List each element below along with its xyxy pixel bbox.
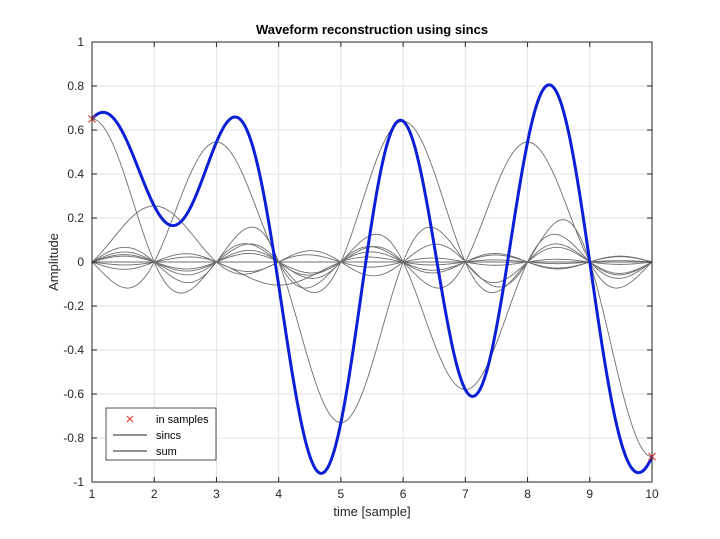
y-tick-label: 1 [77,35,84,49]
x-tick-label: 3 [213,487,220,501]
x-tick-label: 4 [275,487,282,501]
legend-marker-in-samples [126,415,134,423]
x-tick-label: 7 [462,487,469,501]
y-tick-label: 0.2 [67,211,84,225]
chart-title: Waveform reconstruction using sincs [256,22,488,37]
x-tick-label: 2 [151,487,158,501]
legend-label-sum: sum [156,446,177,458]
x-tick-label: 5 [338,487,345,501]
sinc-curve [91,226,653,424]
legend: in samples sincs sum [105,407,217,461]
x-tick-labels: 1 2 3 4 5 6 7 8 9 10 [89,487,659,501]
sinc-curve [91,141,653,289]
legend-label-sincs: sincs [156,430,182,442]
y-tick-label: -0.6 [63,387,84,401]
sinc-curve [91,233,653,391]
x-axis-label: time [sample] [333,504,410,519]
sinc-curve [91,118,653,294]
y-axis-label: Amplitude [46,233,61,291]
sinc-curve [91,256,653,286]
y-tick-label: 0 [77,255,84,269]
sinc-curves [91,118,653,458]
sinc-curve [91,205,653,275]
x-tick-label: 8 [524,487,531,501]
x-tick-label: 9 [586,487,593,501]
sum-curve [90,83,654,475]
x-tick-label: 10 [645,487,659,501]
y-tick-label: -0.4 [63,343,84,357]
y-tick-label: 0.4 [67,167,84,181]
axis-ticks [91,41,653,483]
y-tick-label: 0.8 [67,79,84,93]
x-tick-label: 6 [400,487,407,501]
y-tick-label: -0.2 [63,299,84,313]
y-tick-label: -0.8 [63,431,84,445]
legend-label-in-samples: in samples [156,414,209,426]
y-tick-labels: -1 -0.8 -0.6 -0.4 -0.2 0 0.2 0.4 0.6 0.8 1 [63,35,84,489]
y-tick-label: 0.6 [67,123,84,137]
y-tick-label: -1 [73,475,84,489]
sinc-curve [91,219,653,458]
sinc-curve [91,120,653,294]
x-tick-label: 1 [89,487,96,501]
sum-line [90,83,654,475]
